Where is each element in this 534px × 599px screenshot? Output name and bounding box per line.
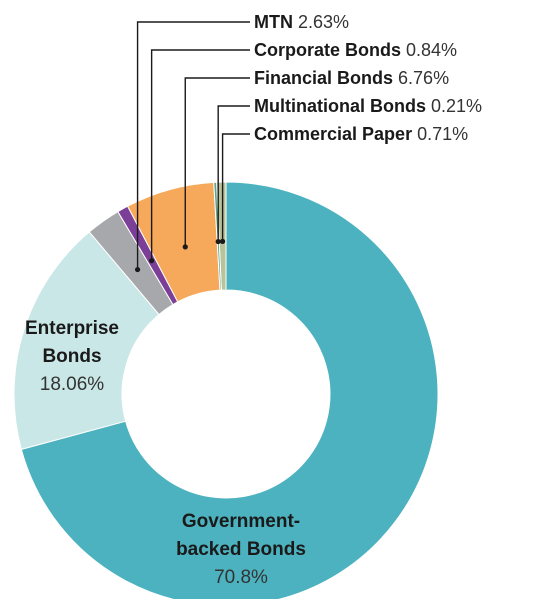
leader-line-corporate-bonds	[150, 49, 250, 261]
slice-label-value: 0.84%	[406, 40, 457, 60]
leader-dot-multinational-bonds	[215, 238, 221, 245]
slice-label-government-backed-bonds-line: backed Bonds	[176, 539, 306, 560]
slice-government-backed-bonds	[20, 181, 439, 599]
leader-line-multinational-bonds	[217, 105, 250, 242]
leader-line-commercial-paper	[221, 133, 250, 242]
slice-label-name: Corporate Bonds	[254, 40, 401, 60]
slice-label-value: 0.21%	[431, 96, 482, 116]
leader-line-mtn	[136, 21, 250, 270]
leader-lines	[134, 21, 250, 273]
slice-label-name: Commercial Paper	[254, 124, 412, 144]
slice-label-value: 2.63%	[298, 12, 349, 32]
slice-label-mtn: MTN 2.63%	[254, 12, 349, 32]
slice-label-value: 0.71%	[417, 124, 468, 144]
slice-label-name: MTN	[254, 12, 293, 32]
slice-label-corporate-bonds: Corporate Bonds 0.84%	[254, 40, 457, 60]
slice-label-financial-bonds: Financial Bonds 6.76%	[254, 68, 449, 88]
slice-label-name: Multinational Bonds	[254, 96, 426, 116]
slice-label-enterprise-bonds-line: Bonds	[42, 346, 101, 367]
leader-line-financial-bonds	[184, 77, 250, 247]
slice-labels: MTN 2.63% Corporate Bonds 0.84% Financial Bo…	[25, 12, 482, 588]
slice-label-government-backed-bonds-line: Government-	[182, 511, 300, 532]
slice-enterprise-bonds	[13, 231, 160, 451]
leader-dot-corporate-bonds	[149, 258, 155, 264]
slice-value-enterprise-bonds: 18.06%	[40, 374, 105, 395]
slice-label-commercial-paper: Commercial Paper 0.71%	[254, 124, 468, 144]
leader-dot-mtn	[134, 266, 141, 273]
slice-label-multinational-bonds: Multinational Bonds 0.21%	[254, 96, 482, 116]
slice-label-value: 6.76%	[398, 68, 449, 88]
slice-label-name: Financial Bonds	[254, 68, 393, 88]
slice-label-enterprise-bonds-line: Enterprise	[25, 318, 119, 339]
leader-dot-commercial-paper	[219, 238, 226, 244]
slice-value-government-backed-bonds: 70.8%	[214, 567, 268, 588]
donut-slices	[13, 181, 439, 599]
leader-dot-financial-bonds	[182, 244, 188, 250]
